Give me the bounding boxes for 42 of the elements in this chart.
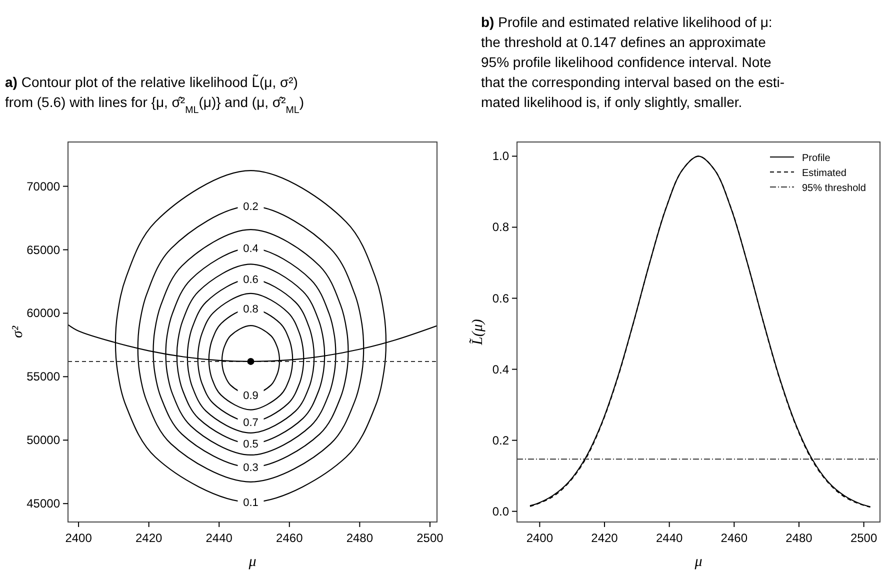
y-axis-title: L̃(μ) [468,319,486,346]
y-tick-label: 0.0 [492,504,510,518]
legend-label: 95% threshold [802,183,866,194]
x-tick-label: 2420 [591,531,618,545]
y-tick-label: 50000 [26,433,60,448]
y-axis-title: σ² [10,326,26,338]
y-tick-label: 70000 [26,179,60,194]
y-tick-label: 60000 [26,306,60,320]
x-tick-label: 2420 [135,531,162,545]
x-axis-title: μ [694,554,703,570]
x-tick-label: 2480 [346,531,374,545]
y-tick-label: 0.6 [492,291,510,306]
y-tick-label: 0.8 [492,220,510,234]
x-tick-label: 2460 [276,531,304,545]
annotation: 0.8 [243,303,258,316]
y-tick-label: 0.2 [492,433,510,448]
x-tick-label: 2500 [850,531,878,545]
x-tick-label: 2440 [656,531,683,545]
annotation: 0.5 [243,438,258,451]
x-tick-label: 2480 [786,531,813,545]
y-tick-label: 45000 [26,496,60,511]
chart-title: b) Profile and estimated relative likelihood of μ: the threshold at 0.147 defines an approximate 95% profile likelihood confidence interval. Note that the corresponding interval based on the esti- mated likelihood is, if only slightly, smaller. [481,14,785,110]
x-axis-title: μ [248,554,257,570]
legend-label: Profile [802,153,831,164]
x-tick-label: 2440 [206,531,233,545]
annotation: 0.9 [243,390,258,402]
x-tick-label: 2400 [526,531,554,545]
y-tick-label: 1.0 [492,149,510,164]
annotation: 0.2 [243,201,258,214]
annotation: 0.4 [243,243,258,256]
x-tick-label: 2500 [416,531,444,545]
annotation: 0.1 [243,497,258,510]
y-tick-label: 55000 [26,370,60,384]
annotation: 0.6 [243,274,258,286]
x-tick-label: 2400 [65,531,92,545]
y-tick-label: 65000 [26,242,60,257]
annotation: 0.7 [243,416,258,429]
annotation: 0.3 [243,462,258,474]
y-tick-label: 0.4 [492,362,510,376]
chart-title: a) Contour plot of the relative likelihood L̃(μ, σ²) from (5.6) with lines for {μ, σ̂²$_{ML}$(μ)} and (μ, σ̂²$_{ML}$) [5,74,304,116]
x-tick-label: 2460 [720,531,748,545]
legend-label: Estimated [802,168,846,179]
